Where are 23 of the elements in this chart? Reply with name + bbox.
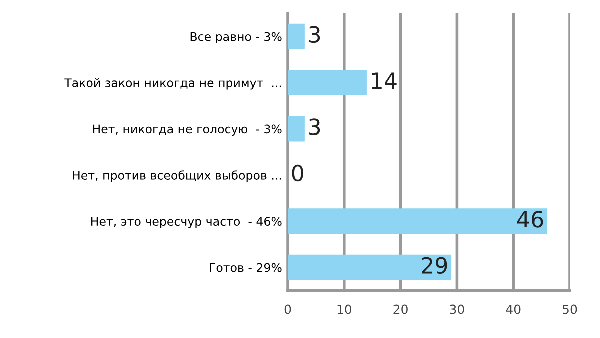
data-label: 3 xyxy=(309,118,320,136)
x-tick-label: 0 xyxy=(284,304,292,314)
y-tick-label: Готов - 29% xyxy=(210,263,282,272)
data-label: 3 xyxy=(309,26,320,44)
x-tick-label: 50 xyxy=(563,304,578,314)
bar xyxy=(288,116,305,142)
data-label: 0 xyxy=(292,164,304,182)
bar xyxy=(288,208,548,234)
y-tick-label: Нет, никогда не голосую - 3% xyxy=(93,124,282,136)
y-tick-label: Такой закон никогда не примут ... xyxy=(64,78,282,90)
y-tick-label: Все равно - 3% xyxy=(190,32,282,44)
data-label: 46 xyxy=(517,211,544,228)
bar xyxy=(288,24,305,50)
x-tick-label: 30 xyxy=(450,304,464,314)
bar xyxy=(288,254,452,280)
x-tick-label: 20 xyxy=(394,304,408,314)
y-tick-label: Нет, это чересчур часто - 46% xyxy=(91,217,282,228)
x-tick-label: 10 xyxy=(338,304,352,314)
bar xyxy=(288,70,367,96)
data-label: 29 xyxy=(422,257,448,274)
y-tick-label: Нет, против всеобщих выборов ... xyxy=(73,170,282,182)
x-tick-label: 40 xyxy=(506,304,521,314)
data-label: 14 xyxy=(372,72,397,89)
